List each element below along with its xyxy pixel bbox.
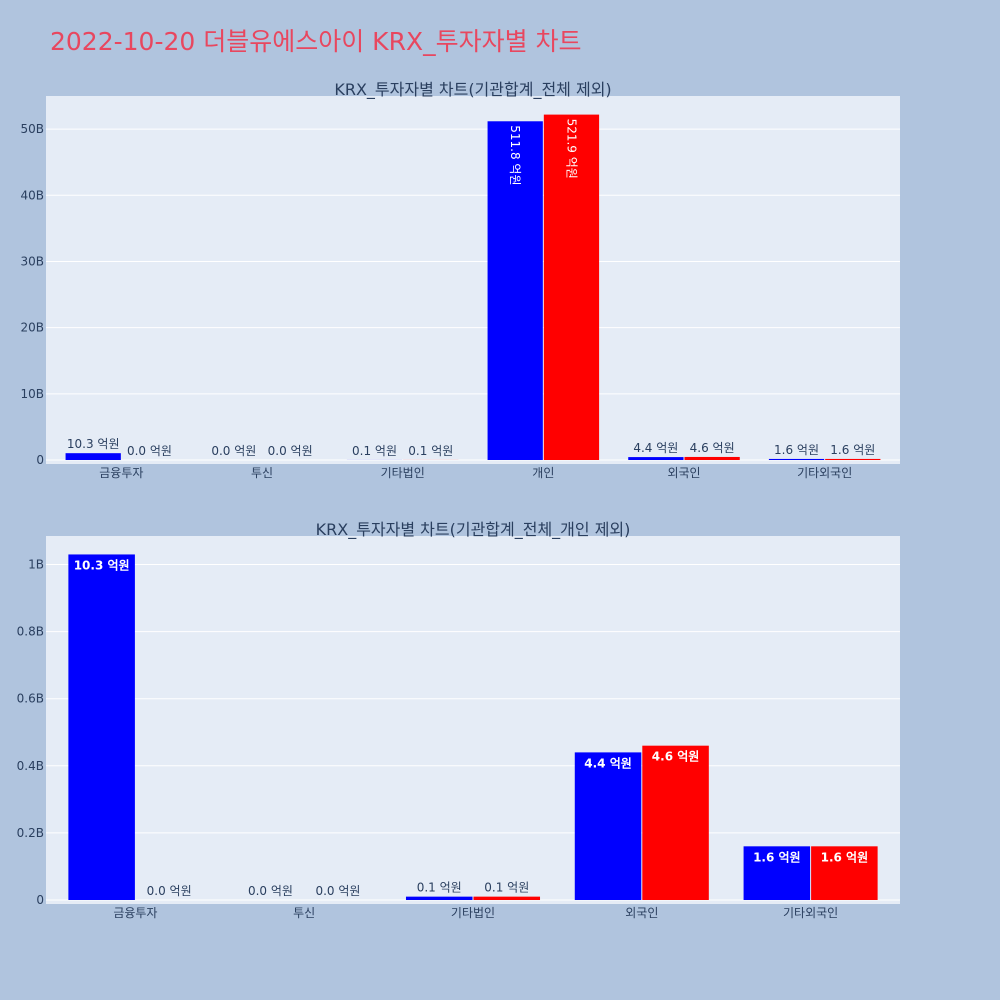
x-tick-label: 금융투자 xyxy=(99,466,143,480)
bar-series-2 xyxy=(473,896,541,900)
chart-1: 0 10B 20B 30B 40B 50B KRX_투자자별 차트(기관합계_전체 제외) 금… xyxy=(20,80,900,480)
y-tick-label: 10B xyxy=(20,387,44,401)
bar-data-label: 0.1 억원 xyxy=(484,881,529,895)
y-tick-label: 0.2B xyxy=(17,826,44,840)
bar-series-2 xyxy=(825,458,881,460)
y-tick-label: 50B xyxy=(20,122,44,136)
bar-data-label: 4.4 억원 xyxy=(633,441,678,455)
bar-data-label: 1.6 억원 xyxy=(774,443,819,457)
bar-data-label: 1.6 억원 xyxy=(830,443,875,457)
page-title: 2022-10-20 더블유에스아이 KRX_투자자별 차트 xyxy=(50,27,582,56)
chart-2: 0 0.2B 0.4B 0.6B 0.8B 1B KRX_투자자별 차트(기관합계_전체_개… xyxy=(17,520,900,920)
x-tick-label: 외국인 xyxy=(667,466,700,480)
bar-data-label: 0.0 억원 xyxy=(315,884,360,898)
bar-data-label: 0.0 억원 xyxy=(268,444,313,458)
y-tick-label: 20B xyxy=(20,321,44,335)
bar-data-label: 511.8 억원 xyxy=(508,125,522,185)
chart-subtitle: KRX_투자자별 차트(기관합계_전체_개인 제외) xyxy=(316,520,631,540)
x-tick-label: 개인 xyxy=(532,466,554,480)
y-tick-label: 30B xyxy=(20,254,44,268)
bar-series-1 xyxy=(68,554,135,900)
y-tick-label: 0.6B xyxy=(17,692,44,706)
x-tick-label: 기타법인 xyxy=(381,466,425,480)
bar-data-label: 0.1 억원 xyxy=(352,444,397,458)
bar-series-1 xyxy=(628,457,684,460)
bar-data-label: 0.1 억원 xyxy=(408,444,453,458)
bar-series-1 xyxy=(743,846,811,900)
y-tick-label: 40B xyxy=(20,188,44,202)
bar-data-label: 0.0 억원 xyxy=(211,444,256,458)
x-tick-label: 외국인 xyxy=(625,906,658,920)
x-tick-label: 투신 xyxy=(251,466,273,480)
bar-data-label: 0.1 억원 xyxy=(417,881,462,895)
bar-series-1 xyxy=(574,752,642,900)
bar-data-label: 4.6 억원 xyxy=(652,750,700,764)
x-tick-label: 기타외국인 xyxy=(783,906,838,920)
y-tick-label: 0.8B xyxy=(17,625,44,639)
bar-data-label: 10.3 억원 xyxy=(67,437,120,451)
bar-series-1 xyxy=(405,896,473,900)
bar-data-label: 0.0 억원 xyxy=(248,884,293,898)
bar-series-2 xyxy=(684,456,740,460)
bar-series-2 xyxy=(543,114,600,460)
bar-data-label: 10.3 억원 xyxy=(74,558,130,572)
bar-series-2 xyxy=(642,745,709,900)
bar-data-label: 0.0 억원 xyxy=(127,444,172,458)
x-tick-label: 기타법인 xyxy=(451,906,495,920)
y-tick-label: 0.4B xyxy=(17,759,44,773)
bar-data-label: 4.6 억원 xyxy=(690,441,735,455)
bar-data-label: 0.0 억원 xyxy=(147,884,192,898)
bar-data-label: 1.6 억원 xyxy=(821,850,869,864)
bar-series-1 xyxy=(65,453,121,460)
bar-data-label: 4.4 억원 xyxy=(584,756,632,770)
bar-data-label: 1.6 억원 xyxy=(753,850,801,864)
x-tick-label: 금융투자 xyxy=(113,906,157,920)
bar-series-1 xyxy=(487,121,543,460)
plot-background xyxy=(46,536,900,904)
y-tick-label: 1B xyxy=(28,558,44,572)
x-tick-label: 기타외국인 xyxy=(797,466,852,480)
x-tick-label: 투신 xyxy=(293,906,315,920)
bar-series-1 xyxy=(768,458,825,460)
bar-series-2 xyxy=(811,846,878,900)
chart-subtitle: KRX_투자자별 차트(기관합계_전체 제외) xyxy=(334,80,611,100)
plot-background xyxy=(46,96,900,464)
y-tick-label: 0 xyxy=(36,453,44,467)
y-tick-label: 0 xyxy=(36,893,44,907)
bar-data-label: 521.9 억원 xyxy=(564,119,578,179)
